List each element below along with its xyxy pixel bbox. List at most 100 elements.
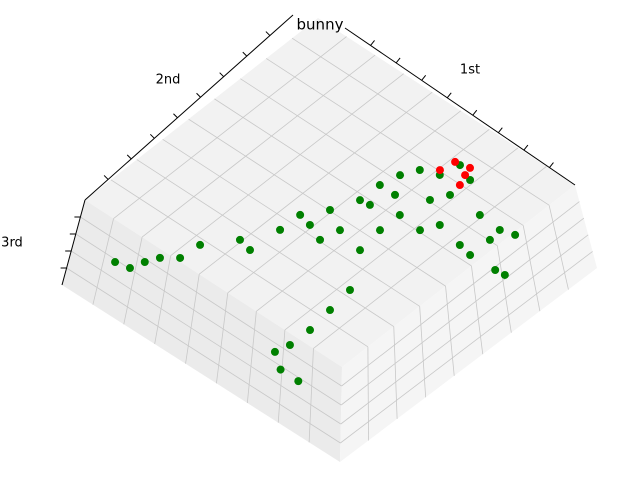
point	[465, 163, 474, 172]
point	[461, 171, 470, 180]
point	[466, 251, 475, 260]
grid-line	[256, 129, 490, 312]
grid-line	[340, 217, 585, 406]
grid	[60, 31, 593, 444]
grid-line	[154, 255, 172, 345]
point	[176, 253, 185, 262]
point	[416, 226, 425, 235]
edge-tick	[242, 51, 248, 57]
grid-line	[198, 91, 433, 275]
point	[391, 190, 400, 199]
grid-line	[70, 250, 342, 425]
top-pane	[85, 18, 575, 367]
grid-line	[277, 329, 286, 423]
point	[365, 200, 374, 209]
point	[375, 181, 384, 190]
grid-line	[75, 233, 342, 406]
point	[294, 377, 303, 386]
point	[435, 220, 444, 229]
point	[305, 220, 314, 229]
grid-line	[136, 159, 394, 327]
grid-line	[110, 179, 369, 348]
point	[356, 246, 365, 255]
point	[196, 240, 205, 249]
grid-line	[341, 201, 580, 387]
point	[491, 265, 500, 274]
point	[500, 270, 509, 279]
x-axis-label: 1st	[460, 63, 480, 78]
point	[325, 205, 334, 214]
point	[425, 195, 434, 204]
grid-line	[445, 286, 455, 376]
point	[455, 181, 464, 190]
point	[345, 285, 354, 294]
point	[335, 226, 344, 235]
edge-tick	[549, 162, 554, 168]
grid-line	[170, 73, 404, 256]
grid-line	[419, 306, 427, 398]
edge-tick	[472, 109, 478, 116]
grid-line	[340, 234, 589, 425]
edge-tick	[370, 40, 375, 46]
grid-line	[141, 54, 376, 238]
edge-tick	[103, 175, 109, 180]
y-axis-label: 2nd	[156, 73, 181, 88]
z-axis-label: 3rd	[1, 236, 23, 251]
point	[415, 165, 424, 174]
grid-line	[266, 58, 524, 226]
edge-tick	[126, 154, 132, 160]
point	[316, 235, 325, 244]
grid-line	[185, 274, 200, 364]
edge-tick	[265, 31, 271, 36]
grid-line	[113, 36, 347, 219]
point	[276, 365, 285, 374]
chart-title: bunny	[297, 16, 344, 34]
point	[446, 190, 455, 199]
point	[451, 157, 460, 166]
point	[511, 230, 520, 239]
point	[285, 340, 294, 349]
grid-line	[308, 348, 314, 443]
point	[375, 226, 384, 235]
point	[356, 196, 365, 205]
point	[246, 246, 255, 255]
point	[111, 258, 120, 267]
grid-line	[291, 37, 550, 206]
grid-line	[471, 265, 484, 355]
edge-tick	[421, 75, 427, 81]
grid-line	[162, 138, 420, 307]
grid-line	[214, 98, 472, 267]
grid-line	[340, 251, 593, 444]
edge-tick	[196, 92, 201, 98]
grid-line	[367, 346, 369, 441]
grid-line	[548, 205, 569, 290]
grid-line	[92, 218, 114, 305]
edge-tick	[149, 133, 155, 139]
point	[125, 264, 134, 273]
point	[296, 210, 305, 219]
edge-tick	[173, 113, 178, 119]
point	[395, 211, 404, 220]
axis-line	[61, 199, 86, 286]
point	[455, 241, 464, 250]
grid-line	[284, 147, 519, 331]
grid-line	[227, 110, 462, 294]
marks	[111, 157, 520, 386]
point	[140, 258, 149, 267]
axis-line	[344, 27, 576, 186]
edge-tick	[219, 72, 225, 78]
edge-tick	[497, 127, 503, 133]
right-pane	[340, 185, 597, 462]
point	[306, 326, 315, 335]
grid-line	[522, 225, 541, 312]
grid-line	[393, 326, 398, 419]
edge-tick	[446, 92, 452, 99]
grid-line	[188, 118, 446, 287]
point	[495, 225, 504, 234]
point	[485, 235, 494, 244]
edge-tick	[523, 144, 529, 151]
point	[270, 347, 279, 356]
point	[396, 171, 405, 180]
point	[276, 225, 285, 234]
grid-line	[240, 78, 498, 247]
